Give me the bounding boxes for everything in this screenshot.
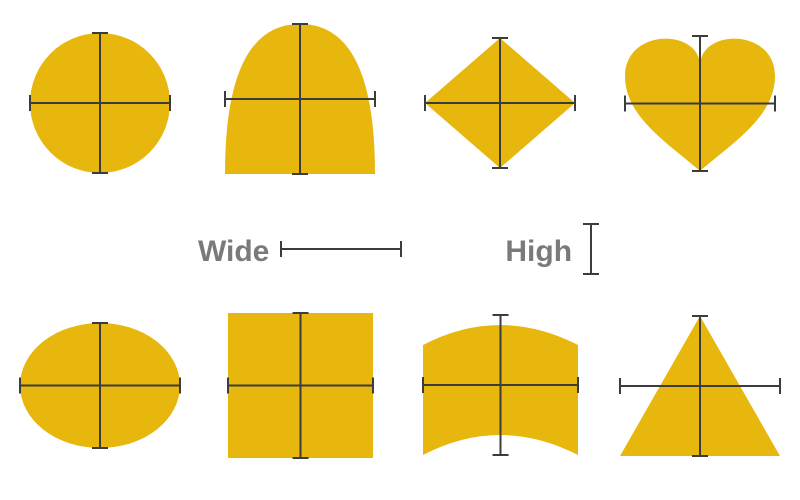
shape-oval: [15, 300, 185, 470]
legend-high: High: [505, 220, 602, 283]
legend-high-bar: [580, 220, 602, 283]
shape-row-top: [0, 18, 800, 188]
shape-parabola-dome: [215, 18, 385, 188]
shape-circle: [15, 18, 185, 188]
legend-high-label: High: [505, 235, 572, 269]
shape-row-bottom: [0, 300, 800, 470]
shape-saddle: [415, 300, 585, 470]
shape-diamond: [415, 18, 585, 188]
shape-triangle: [615, 300, 785, 470]
legend-wide-bar: [277, 238, 405, 265]
legend-wide-label: Wide: [198, 235, 269, 269]
diagram-stage: Wide High: [0, 0, 800, 500]
shape-square: [215, 300, 385, 470]
legend-wide: Wide: [198, 235, 405, 269]
shape-heart: [615, 18, 785, 188]
legend: Wide High: [0, 220, 800, 283]
